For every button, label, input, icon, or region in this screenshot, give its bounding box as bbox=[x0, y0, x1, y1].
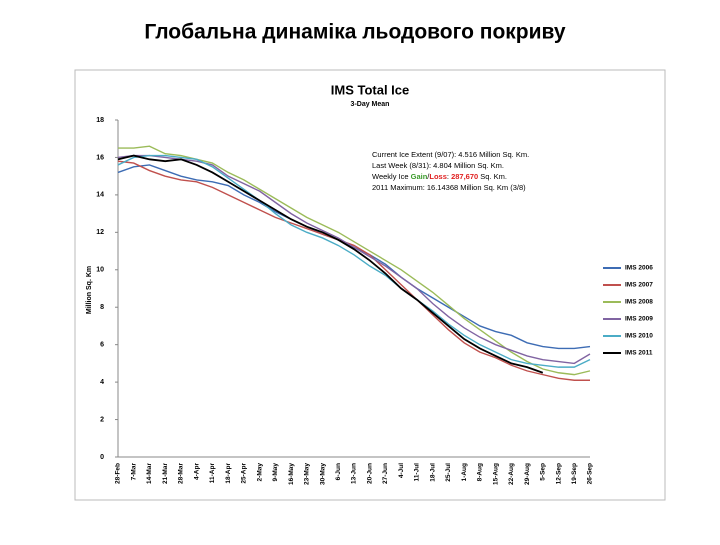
x-tick-label: 15-Aug bbox=[492, 463, 499, 485]
annotation-part: 287,670 bbox=[451, 172, 478, 181]
x-tick-label: 22-Aug bbox=[508, 463, 515, 485]
x-tick-label: 4-Apr bbox=[193, 463, 200, 480]
legend-label: IMS 2006 bbox=[625, 265, 653, 272]
annotation-line: Current Ice Extent (9/07): 4.516 Million… bbox=[372, 150, 529, 159]
x-tick-label: 23-May bbox=[304, 463, 311, 485]
x-tick-label: 7-Mar bbox=[130, 463, 137, 481]
x-tick-label: 8-Aug bbox=[477, 463, 484, 481]
annotation-line: 2011 Maximum: 16.14368 Million Sq. Km (3… bbox=[372, 183, 526, 192]
x-tick-label: 20-Jun bbox=[366, 463, 373, 484]
x-tick-label: 25-Apr bbox=[241, 463, 248, 484]
x-tick-label: 19-Sep bbox=[571, 463, 578, 484]
x-tick-label: 6-Jun bbox=[335, 463, 342, 480]
legend-label: IMS 2008 bbox=[625, 299, 653, 306]
y-tick-label: 10 bbox=[96, 267, 104, 274]
x-tick-label: 2-May bbox=[256, 463, 263, 482]
legend-label: IMS 2011 bbox=[625, 350, 653, 357]
x-tick-label: 18-Apr bbox=[225, 463, 232, 484]
x-tick-label: 27-Jun bbox=[382, 463, 389, 484]
x-tick-label: 1-Aug bbox=[461, 463, 468, 481]
x-tick-label: 12-Sep bbox=[555, 463, 562, 484]
chart-title: IMS Total Ice bbox=[331, 82, 410, 97]
y-tick-label: 8 bbox=[100, 304, 104, 311]
annotation-part: / bbox=[427, 172, 430, 181]
x-tick-label: 26-Sep bbox=[587, 463, 594, 484]
annotation-line: Weekly Ice Gain/Loss: 287,670 Sq. Km. bbox=[372, 172, 507, 181]
annotation-part: Gain bbox=[411, 172, 428, 181]
x-tick-label: 9-May bbox=[272, 463, 279, 482]
annotation-part: Weekly Ice bbox=[372, 172, 411, 181]
series-line bbox=[117, 154, 591, 368]
x-tick-label: 21-Mar bbox=[162, 463, 169, 484]
x-tick-label: 4-Jul bbox=[398, 463, 405, 478]
x-tick-label: 28-Mar bbox=[178, 463, 185, 484]
y-tick-label: 16 bbox=[96, 154, 104, 161]
y-axis-label: Million Sq. Km bbox=[86, 266, 93, 314]
legend-label: IMS 2009 bbox=[625, 316, 653, 323]
series-line bbox=[117, 154, 591, 365]
legend-label: IMS 2010 bbox=[625, 333, 653, 340]
y-tick-label: 18 bbox=[96, 117, 104, 124]
x-tick-label: 5-Sep bbox=[540, 463, 547, 481]
x-tick-label: 13-Jun bbox=[351, 463, 358, 484]
x-tick-label: 29-Aug bbox=[524, 463, 531, 485]
legend-label: IMS 2007 bbox=[625, 282, 653, 289]
x-tick-label: 11-Jul bbox=[414, 463, 421, 482]
x-tick-label: 18-Jul bbox=[429, 463, 436, 482]
chart-subtitle: 3-Day Mean bbox=[351, 101, 390, 108]
y-tick-label: 0 bbox=[100, 454, 104, 461]
annotation-part: Sq. Km. bbox=[478, 172, 507, 181]
series-line bbox=[117, 160, 590, 381]
y-tick-label: 14 bbox=[96, 192, 104, 199]
slide-title: Глобальна динаміка льодового покриву bbox=[144, 21, 566, 44]
annotation-part: : bbox=[447, 172, 451, 181]
x-tick-label: 25-Jul bbox=[445, 463, 452, 482]
y-tick-label: 2 bbox=[100, 416, 104, 423]
x-tick-label: 28-Feb bbox=[115, 463, 122, 484]
x-tick-label: 16-May bbox=[288, 463, 295, 485]
y-tick-label: 6 bbox=[100, 342, 104, 349]
y-tick-label: 4 bbox=[100, 379, 104, 386]
x-tick-label: 14-Mar bbox=[146, 463, 153, 484]
annotation-part: Loss bbox=[429, 172, 447, 181]
x-tick-label: 30-May bbox=[319, 463, 326, 485]
x-tick-label: 11-Apr bbox=[209, 463, 216, 484]
y-tick-label: 12 bbox=[96, 229, 104, 236]
series-line bbox=[117, 154, 544, 374]
chart-frame bbox=[74, 69, 666, 501]
annotation-line: Last Week (8/31): 4.804 Million Sq. Km. bbox=[372, 161, 504, 170]
